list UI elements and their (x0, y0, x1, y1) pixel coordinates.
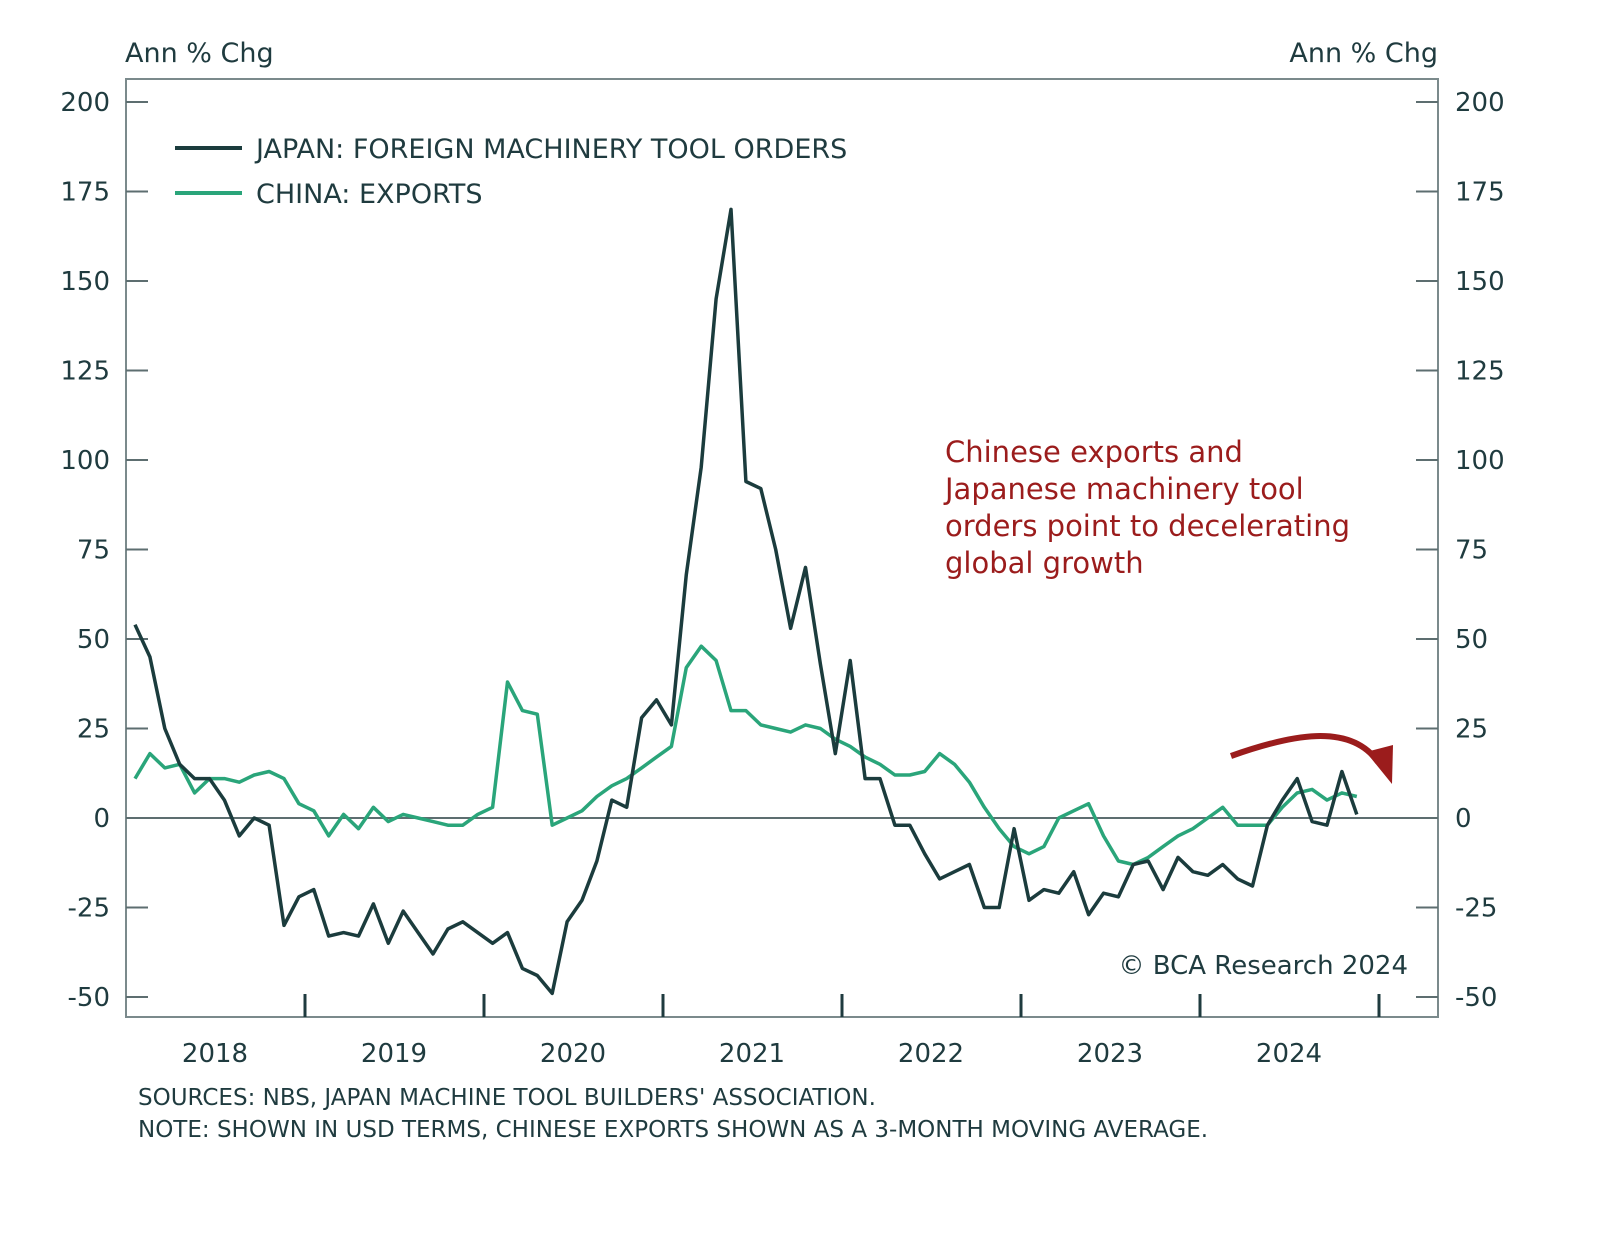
plot-frame (125, 78, 1439, 1018)
y-tick-label-left: 150 (60, 267, 110, 297)
y-tick-label-left: 175 (60, 178, 110, 208)
x-tick-label: 2019 (361, 1039, 427, 1069)
y-tick-label-right: 100 (1455, 446, 1505, 476)
series-line-japan-machinery-orders (133, 207, 1359, 996)
annotation-arrow-head (1366, 745, 1393, 784)
note-text: NOTE: SHOWN IN USD TERMS, CHINESE EXPORT… (138, 1117, 1209, 1143)
y-tick-label-right: -50 (1455, 983, 1497, 1013)
series-line-china-exports (133, 644, 1358, 867)
x-tick-label: 2020 (540, 1039, 606, 1069)
y-tick-label-right: 200 (1455, 88, 1505, 118)
legend-label-japan: JAPAN: FOREIGN MACHINERY TOOL ORDERS (254, 134, 847, 165)
y-tick-label-left: 0 (93, 804, 110, 834)
x-tick-label: 2023 (1077, 1039, 1143, 1069)
y-tick-label-left: -50 (68, 983, 110, 1013)
x-tick-label: 2021 (719, 1039, 785, 1069)
y-tick-label-left: -25 (68, 894, 110, 924)
annotation-text: Chinese exports and Japanese machinery t… (945, 435, 1351, 580)
x-tick-label: 2022 (898, 1039, 964, 1069)
y-tick-label-right: 50 (1455, 625, 1488, 655)
y-tick-label-right: 125 (1455, 357, 1505, 387)
x-tick-label: 2024 (1256, 1039, 1322, 1069)
y-tick-label-right: -25 (1455, 894, 1497, 924)
y-tick-label-right: 0 (1455, 804, 1472, 834)
y-tick-label-right: 25 (1455, 715, 1488, 745)
y-axis-label-left: Ann % Chg (125, 38, 274, 69)
x-tick-label: 2018 (182, 1039, 248, 1069)
y-tick-label-left: 125 (60, 357, 110, 387)
y-tick-label-right: 175 (1455, 178, 1505, 208)
copyright-watermark: © BCA Research 2024 (1118, 951, 1408, 981)
y-tick-label-right: 150 (1455, 267, 1505, 297)
sources-text: SOURCES: NBS, JAPAN MACHINE TOOL BUILDER… (138, 1085, 876, 1111)
y-tick-label-left: 25 (77, 715, 110, 745)
y-tick-label-left: 50 (77, 625, 110, 655)
y-tick-label-left: 75 (77, 536, 110, 566)
y-tick-label-right: 75 (1455, 536, 1488, 566)
y-tick-label-left: 200 (60, 88, 110, 118)
legend-label-china: CHINA: EXPORTS (256, 179, 483, 210)
y-tick-label-left: 100 (60, 446, 110, 476)
y-axis-label-right: Ann % Chg (1289, 38, 1438, 69)
annotation-arrow-shaft (1229, 733, 1381, 764)
